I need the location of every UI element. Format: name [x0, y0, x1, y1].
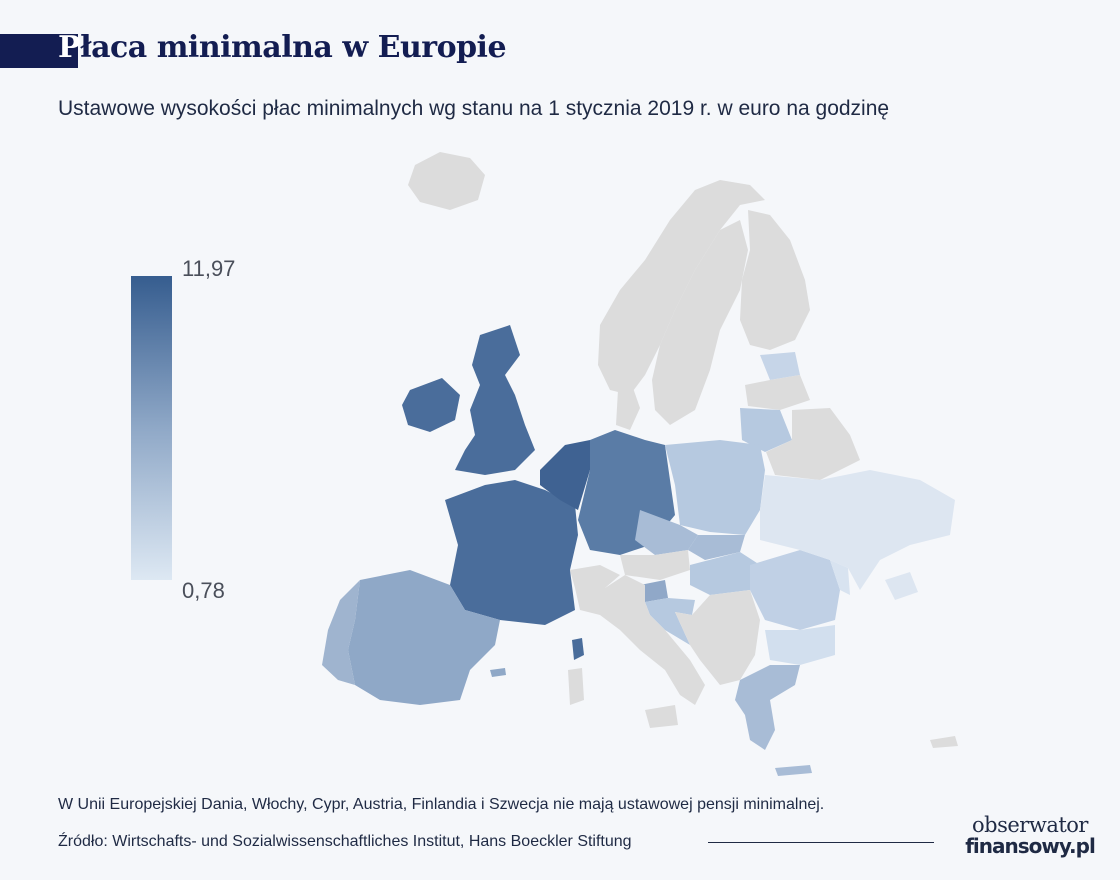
country-western-balkans [675, 590, 760, 685]
title-first-letter: P [58, 30, 81, 65]
country-crete [775, 765, 812, 776]
country-benelux [540, 440, 590, 510]
title-accent-bar [0, 34, 78, 68]
country-estonia [760, 352, 800, 380]
country-finland [740, 210, 810, 350]
country-sicily [645, 705, 678, 728]
country-portugal [322, 580, 360, 685]
country-denmark [616, 385, 640, 430]
country-sardinia [568, 668, 584, 705]
country-sweden [652, 220, 748, 425]
europe-map [322, 152, 958, 776]
logo-top-text: obserwator [972, 813, 1088, 837]
country-corsica [572, 638, 584, 660]
country-croatia [645, 598, 695, 645]
country-spain [348, 570, 500, 705]
country-iceland [408, 152, 485, 210]
country-balearic [490, 668, 506, 677]
country-latvia [745, 375, 810, 410]
country-romania [750, 550, 840, 630]
brand-logo: obserwator finansowy.pl [955, 813, 1105, 858]
title-rest: łaca minimalna w Europie [80, 30, 507, 65]
country-united-kingdom [455, 325, 535, 475]
source-text: Źródło: Wirtschafts- und Sozialwissensch… [58, 833, 632, 850]
country-ukraine [760, 470, 955, 590]
country-bulgaria [765, 625, 835, 665]
color-scale-legend [131, 276, 172, 580]
country-france [445, 480, 578, 625]
footer-note: W Unii Europejskiej Dania, Włochy, Cypr,… [58, 796, 825, 813]
country-austria [620, 550, 690, 580]
legend-max-label: 11,97 [182, 256, 236, 281]
country-belarus [766, 408, 860, 480]
legend-min-label: 0,78 [182, 578, 225, 603]
logo-bottom-text: finansowy.pl [965, 834, 1096, 858]
country-switzerland [570, 565, 620, 588]
country-crimea [885, 572, 918, 600]
country-moldova [830, 560, 850, 595]
country-poland [665, 440, 765, 535]
country-lithuania [740, 408, 792, 452]
country-norway [598, 180, 765, 395]
country-cyprus [930, 736, 958, 748]
country-slovakia [688, 535, 745, 560]
country-italy [575, 575, 705, 705]
page-title: Płaca minimalna w Europie [58, 30, 507, 65]
country-ireland [402, 378, 460, 432]
country-greece [735, 665, 800, 750]
country-slovenia [640, 580, 668, 602]
country-hungary [690, 552, 760, 595]
country-czechia [635, 510, 698, 555]
page-subtitle: Ustawowe wysokości płac minimalnych wg s… [58, 97, 890, 120]
source-divider [708, 842, 934, 843]
